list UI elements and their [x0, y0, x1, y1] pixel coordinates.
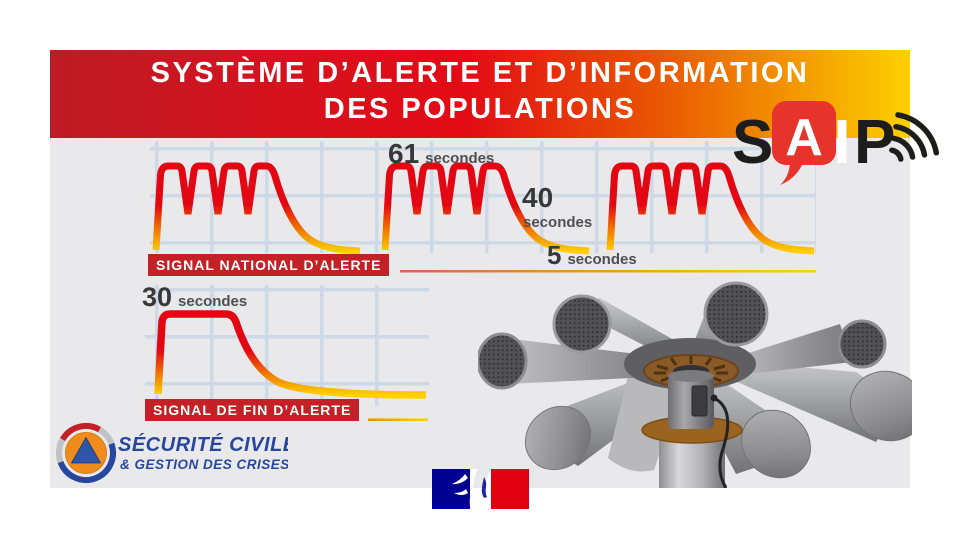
french-government-logo	[432, 469, 529, 509]
saip-letter-i: I	[833, 108, 850, 177]
label-30-seconds: 30 secondes	[142, 282, 248, 312]
saip-logo: S A I P	[732, 101, 940, 185]
flag-red-block	[491, 469, 529, 509]
label-61-seconds: 61 secondes	[388, 138, 495, 169]
national-signal-label: SIGNAL NATIONAL D’ALERTE	[148, 254, 390, 276]
securite-civile-logo: SÉCURITÉ CIVILE & GESTION DES CRISES	[56, 423, 288, 483]
end-signal-label: SIGNAL DE FIN D’ALERTE	[145, 399, 360, 421]
saip-letter-a: A	[785, 109, 823, 167]
securite-civile-text-line1: SÉCURITÉ CIVILE	[118, 433, 288, 456]
page-title-line2: DES POPULATIONS	[323, 93, 637, 125]
saip-letter-p: P	[854, 108, 895, 177]
header-banner: SYSTÈME D’ALERTE ET D’INFORMATION DES PO…	[50, 50, 910, 138]
radio-waves-icon	[889, 112, 940, 162]
marianne-profile	[452, 469, 491, 509]
saip-letter-s: S	[732, 108, 773, 177]
flag-blue-block	[432, 469, 470, 509]
label-5-seconds: 5 secondes	[547, 240, 637, 270]
securite-civile-text-line2: & GESTION DES CRISES	[120, 457, 288, 472]
securite-civile-emblem	[56, 423, 116, 483]
label-40-seconds: 40 secondes	[522, 182, 593, 231]
page-title-line1: SYSTÈME D’ALERTE ET D’INFORMATION	[150, 57, 810, 89]
